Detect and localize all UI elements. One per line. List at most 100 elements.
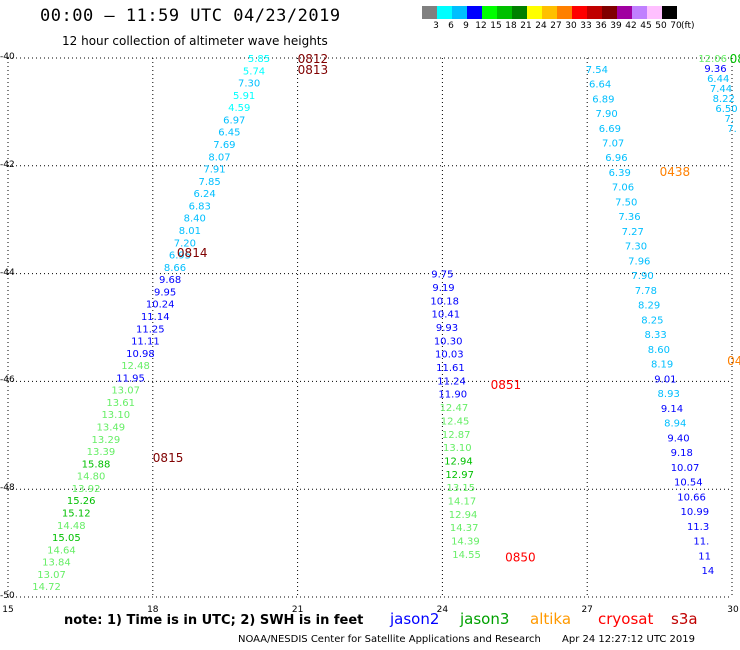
wave-height-value: 6.69 [599, 124, 621, 135]
pass-time-label: 0813 [298, 63, 329, 77]
wave-height-value: 9.68 [159, 275, 181, 286]
wave-height-value: 8.07 [208, 152, 230, 163]
wave-height-value: 7.90 [596, 109, 618, 120]
wave-height-value: 12.06 [698, 54, 727, 65]
color-swatch [437, 6, 452, 19]
wave-height-value: 9.75 [431, 270, 453, 281]
color-scale-label: 3 [433, 21, 439, 31]
wave-height-value: 9.95 [154, 287, 176, 298]
color-swatch [647, 6, 662, 19]
wave-height-value: 8.01 [179, 226, 201, 237]
wave-height-value: 6.95 [169, 251, 191, 262]
wave-height-value: 5.91 [233, 91, 255, 102]
pass-time-label: 0438 [660, 165, 691, 179]
wave-height-value: 6.44 [707, 74, 729, 85]
color-swatch [467, 6, 482, 19]
latitude-tick-label: -50 [0, 591, 15, 601]
wave-height-value: 13.07 [37, 570, 66, 581]
wave-height-value: 7.78 [635, 286, 657, 297]
wave-height-value: 6.39 [609, 168, 631, 179]
longitude-tick-label: 18 [147, 605, 159, 615]
wave-height-value: 7.36 [618, 212, 640, 223]
pass-time-label: 0815 [153, 451, 184, 465]
color-swatch [572, 6, 587, 19]
wave-height-value: 6.64 [589, 80, 611, 91]
legend-item-s3a: s3a [671, 610, 698, 628]
wave-height-value: 6.97 [223, 115, 245, 126]
wave-height-value: 5.85 [248, 54, 270, 65]
wave-height-value: 12.97 [445, 470, 474, 481]
color-scale-label: 30 [565, 21, 577, 31]
wave-height-value: 14.64 [47, 545, 76, 556]
wave-height-value: 10.66 [677, 492, 706, 503]
color-swatch [557, 6, 572, 19]
longitude-tick-label: 30 [727, 605, 739, 615]
wave-height-value: 9.18 [671, 448, 693, 459]
wave-height-value: 9.40 [667, 433, 689, 444]
wave-height-value: 7.69 [213, 140, 235, 151]
color-swatch [632, 6, 647, 19]
wave-height-value: 13.49 [96, 423, 125, 434]
wave-height-value: 15.88 [82, 459, 111, 470]
wave-height-value: 10.18 [430, 296, 459, 307]
longitude-tick-label: 15 [2, 605, 14, 615]
page-title: 00:00 – 11:59 UTC 04/23/2019 [40, 6, 341, 26]
footer-credit: NOAA/NESDIS Center for Satellite Applica… [238, 634, 541, 645]
latitude-tick-label: -48 [0, 483, 15, 494]
wave-height-value: 9.93 [436, 323, 458, 334]
wave-height-value: 12.94 [449, 510, 478, 521]
wave-height-value: 6.89 [592, 94, 614, 105]
color-scale-label: 9 [463, 21, 469, 31]
wave-height-value: 7.07 [602, 138, 624, 149]
wave-height-value: 8.40 [184, 214, 206, 225]
wave-height-value: 14.37 [450, 523, 479, 534]
wave-height-value: 7.85 [198, 177, 220, 188]
color-swatch [617, 6, 632, 19]
color-scale-label: 6 [448, 21, 454, 31]
wave-height-value: 8.94 [664, 419, 686, 430]
wave-height-value: 7.27 [622, 227, 644, 238]
wave-height-value: 6.96 [605, 153, 627, 164]
color-swatch [662, 6, 677, 19]
longitude-tick-label: 24 [436, 605, 449, 615]
wave-height-value: 13.29 [92, 435, 121, 446]
footer: NOAA/NESDIS Center for Satellite Applica… [238, 634, 695, 645]
wave-height-value: 11.95 [116, 373, 145, 384]
pass-time-label: 0814 [177, 246, 208, 260]
legend-item-jason3: jason3 [460, 610, 510, 628]
wave-height-value: 6.50 [715, 104, 737, 115]
color-scale-label: 50 [655, 21, 667, 31]
wave-height-value: 10.54 [674, 478, 703, 489]
wave-height-value: 11 [698, 551, 711, 562]
wave-height-value: 9.36 [704, 64, 726, 75]
wave-height-value: 10.24 [146, 300, 175, 311]
pass-time-label: 0851 [491, 378, 522, 392]
wave-height-value: 12.87 [442, 430, 471, 441]
wave-height-value: 7.91 [203, 165, 225, 176]
wave-height-value: 13.10 [443, 443, 472, 454]
longitude-tick-label: 27 [581, 605, 593, 615]
wave-height-value: 14.48 [57, 521, 86, 532]
legend-item-jason2: jason2 [390, 610, 440, 628]
color-swatch [542, 6, 557, 19]
wave-height-value: 7.90 [631, 271, 653, 282]
color-swatch [422, 6, 437, 19]
wave-height-value: 7.06 [612, 183, 634, 194]
wave-height-value: 6.45 [218, 128, 240, 139]
wave-height-value: 8.29 [638, 301, 660, 312]
wave-height-value: 9.19 [432, 283, 454, 294]
page-subtitle: 12 hour collection of altimeter wave hei… [62, 34, 328, 48]
wave-height-value: 7. [727, 124, 737, 135]
wave-height-value: 4.59 [228, 103, 250, 114]
wave-height-value: 14.80 [77, 472, 106, 483]
latitude-tick-label: -44 [0, 267, 15, 278]
color-scale-label: 70 [670, 21, 682, 31]
color-scale-label: 27 [550, 21, 562, 31]
color-swatch [602, 6, 617, 19]
color-swatch [452, 6, 467, 19]
latitude-tick-label: -40 [0, 52, 15, 62]
wave-height-value: 13.10 [101, 410, 130, 421]
wave-height-value: 11.24 [437, 376, 466, 387]
wave-height-value: 7. [724, 114, 734, 125]
wave-height-value: 8.22 [713, 94, 735, 105]
